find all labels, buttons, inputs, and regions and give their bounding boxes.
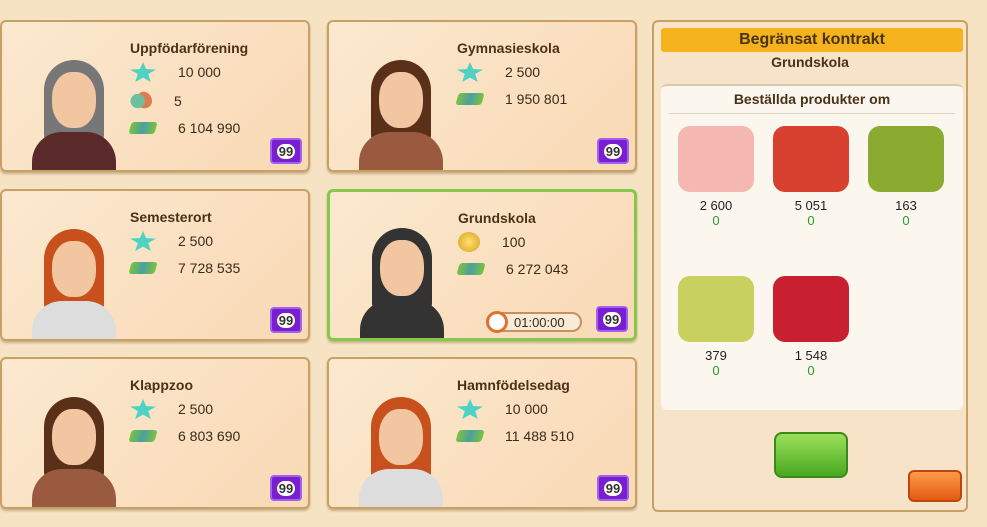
stat-value: 6 803 690 [178,428,241,444]
client-card[interactable]: Gymnasieskola 2 500 1 950 801 99 [327,20,637,172]
panel-title: Begränsat kontrakt [661,28,963,52]
products-box: Beställda produkter om 2 600 0 5 051 0 163 0 3… [661,84,963,410]
olives-icon [868,126,944,192]
client-card[interactable]: Klappzoo 2 500 6 803 690 99 [0,357,310,509]
stat-value: 11 488 510 [505,428,575,444]
stat-row: 100 [458,232,525,252]
product-delivered: 0 [807,213,815,228]
product-quantity: 163 [895,198,917,213]
stat-value: 1 950 801 [505,91,568,107]
stat-row: 6 104 990 [128,120,241,136]
apples-icon [773,126,849,192]
stat-row: 10 000 [457,399,548,419]
client-avatar [352,218,452,338]
panel-subtitle: Grundskola [771,54,849,70]
client-avatar [24,50,124,170]
stat-row: 2 500 [130,231,213,251]
star-icon [130,399,156,419]
cash-icon [128,122,158,134]
client-name: Hamnfödelsedag [457,377,570,393]
product-pig: 2 600 0 [671,126,761,228]
client-avatar [24,387,124,507]
client-avatar [351,387,451,507]
stat-value: 7 728 535 [178,260,241,276]
cash-icon [128,262,158,274]
contract-panel: Begränsat kontrakt Grundskola Beställda … [652,20,968,512]
client-name: Grundskola [458,210,536,226]
product-quantity: 2 600 [699,198,733,213]
stat-value: 10 000 [505,401,548,417]
level-badge: 99 [597,138,629,164]
product-quantity: 5 051 [794,198,828,213]
stat-row: 6 803 690 [128,428,241,444]
stat-value: 5 [174,93,182,109]
level-badge: 99 [597,475,629,501]
client-avatar [24,219,124,339]
products-heading: Beställda produkter om [669,86,955,114]
timer: 01:00:00 [486,311,582,333]
product-apples: 5 051 0 [766,126,856,228]
clock-icon [486,311,508,333]
client-name: Semesterort [130,209,212,225]
stat-value: 10 000 [178,64,221,80]
stat-row: 6 272 043 [456,261,569,277]
product-delivered: 0 [712,363,720,378]
cash-icon [456,263,486,275]
stat-value: 6 104 990 [178,120,241,136]
cash-icon [128,430,158,442]
client-card[interactable]: Uppfödarförening 10 000 5 6 104 990 99 [0,20,310,172]
client-card[interactable]: Semesterort 2 500 7 728 535 99 [0,189,310,341]
star-icon [457,399,483,419]
stat-value: 100 [502,234,526,250]
client-avatar [351,50,451,170]
stat-value: 2 500 [178,233,214,249]
stat-row: 7 728 535 [128,260,241,276]
product-cherry-jam: 1 548 0 [766,276,856,378]
deliver-button[interactable] [774,432,848,478]
stat-row: 2 500 [457,62,540,82]
product-olives: 163 0 [861,126,951,228]
olive-oil-icon [678,276,754,342]
level-badge: 99 [596,306,628,332]
coin-icon [458,232,480,252]
star-icon [130,231,156,251]
client-name: Uppfödarförening [130,40,249,56]
stat-row: 11 488 510 [455,428,575,444]
level-badge: 99 [270,475,302,501]
stat-row: 5 [130,91,182,111]
cash-icon [455,430,485,442]
product-delivered: 0 [807,363,815,378]
product-olive-oil: 379 0 [671,276,761,378]
level-badge: 99 [270,138,302,164]
client-name: Gymnasieskola [457,40,560,56]
cash-icon [455,93,485,105]
stat-row: 10 000 [130,62,221,82]
star-icon [457,62,483,82]
stat-value: 2 500 [505,64,541,80]
stat-row: 2 500 [130,399,213,419]
client-card[interactable]: Hamnfödelsedag 10 000 11 488 510 99 [327,357,637,509]
star-icon [130,62,156,82]
level-badge: 99 [270,307,302,333]
client-name: Klappzoo [130,377,193,393]
trash-button[interactable] [908,470,962,502]
stat-row: 1 950 801 [455,91,568,107]
product-quantity: 379 [705,348,727,363]
product-delivered: 0 [712,213,720,228]
product-quantity: 1 548 [794,348,828,363]
cherry-jam-icon [773,276,849,342]
client-card[interactable]: Grundskola 100 6 272 043 01:00:00 99 [327,189,637,341]
product-delivered: 0 [902,213,910,228]
stat-value: 2 500 [178,401,214,417]
pig-icon [678,126,754,192]
animals-icon [130,91,152,111]
stat-value: 6 272 043 [506,261,569,277]
